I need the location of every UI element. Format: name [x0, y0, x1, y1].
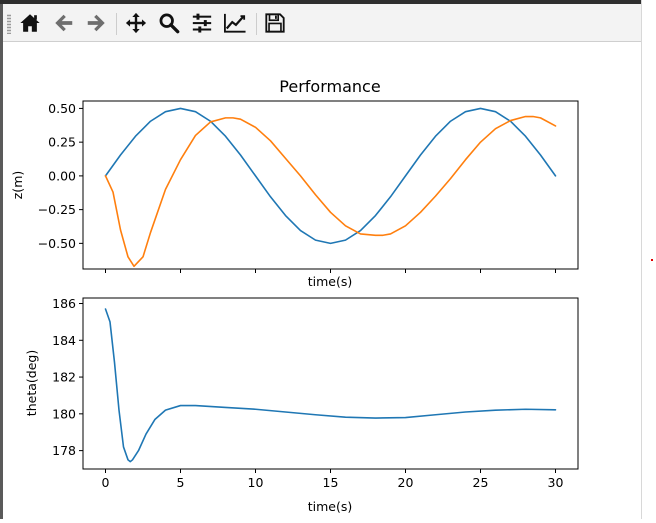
bottom-axes-frame	[82, 297, 579, 470]
bottom-x-tick-label: 10	[248, 475, 264, 490]
arrow-left-icon	[55, 14, 73, 32]
bottom-x-label: time(s)	[308, 499, 353, 514]
bottom-axes: 178 180 182 184 186 0 5 10 15 20 25 30 time(s) the…	[24, 296, 579, 514]
bottom-y-tick-label: 182	[52, 370, 76, 385]
top-y-tick-label: 0.25	[48, 135, 76, 150]
bottom-y-tick-label: 186	[52, 296, 76, 311]
toolbar-grip-handle[interactable]	[7, 14, 11, 34]
top-y-tick-label: −0.50	[38, 236, 76, 251]
arrow-right-icon	[87, 14, 105, 32]
edit-axes-button[interactable]	[222, 10, 248, 36]
top-plot-lines	[104, 107, 557, 268]
toolbar-separator	[116, 13, 117, 35]
bottom-y-tick-label: 178	[52, 443, 76, 458]
top-x-ticks	[105, 269, 556, 273]
forward-button[interactable]	[83, 10, 109, 36]
zoom-button[interactable]	[156, 10, 182, 36]
line-chart-icon	[224, 13, 246, 33]
bottom-x-tick-label: 20	[398, 475, 414, 490]
top-y-tick-label: −0.25	[38, 202, 76, 217]
bottom-x-tick-label: 15	[323, 475, 339, 490]
window-right-strip	[641, 0, 656, 519]
top-y-tick-label: 0.50	[48, 101, 76, 116]
bottom-x-tick-label: 30	[548, 475, 564, 490]
figure-canvas[interactable]: Performance −0.50 −0.25 0.00 0.25 0.50 time(…	[3, 42, 641, 519]
top-y-ticks: −0.50 −0.25 0.00 0.25 0.50	[38, 101, 83, 251]
top-y-label: z(m)	[10, 171, 25, 200]
figure-svg: Performance −0.50 −0.25 0.00 0.25 0.50 time(…	[10, 77, 579, 514]
magnifier-icon	[159, 13, 180, 34]
bottom-plot-lines	[104, 308, 557, 463]
top-y-tick-label: 0.00	[48, 168, 76, 183]
bottom-y-tick-label: 184	[52, 333, 76, 348]
floppy-disk-icon	[265, 13, 285, 33]
back-button[interactable]	[51, 10, 77, 36]
bottom-x-ticks: 0 5 10 15 20 25 30	[102, 469, 564, 490]
bottom-y-tick-label: 180	[52, 406, 76, 421]
top-axes-frame	[82, 100, 579, 270]
bottom-series-line-1	[104, 308, 557, 463]
red-cursor-dot	[651, 259, 653, 261]
move-icon	[125, 12, 147, 34]
pan-button[interactable]	[123, 10, 149, 36]
bottom-x-tick-label: 5	[177, 475, 185, 490]
configure-subplots-button[interactable]	[189, 10, 215, 36]
top-axes: Performance −0.50 −0.25 0.00 0.25 0.50 time(…	[10, 77, 579, 289]
top-series-line-2	[104, 115, 557, 268]
home-button[interactable]	[17, 10, 43, 36]
chart-title: Performance	[279, 77, 380, 96]
home-icon	[20, 14, 40, 32]
sliders-icon	[192, 13, 212, 33]
top-series-line-1	[104, 107, 557, 245]
window-left-edge	[0, 4, 3, 519]
bottom-x-tick-label: 25	[473, 475, 489, 490]
bottom-x-tick-label: 0	[102, 475, 110, 490]
top-x-label: time(s)	[308, 274, 353, 289]
bottom-y-ticks: 178 180 182 184 186	[52, 296, 83, 458]
bottom-y-label: theta(deg)	[24, 350, 39, 416]
toolbar-separator	[256, 13, 257, 35]
window-top-border	[0, 0, 641, 4]
navigation-toolbar	[3, 4, 641, 42]
save-figure-button[interactable]	[262, 10, 288, 36]
